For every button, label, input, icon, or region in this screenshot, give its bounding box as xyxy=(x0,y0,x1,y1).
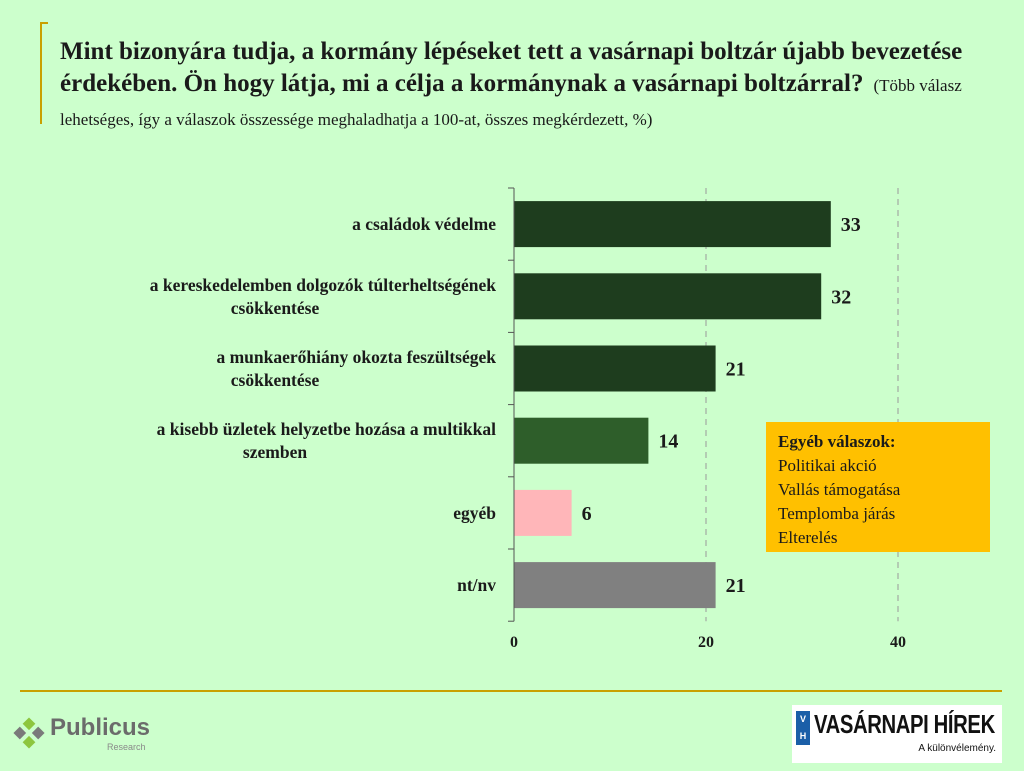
category-label: csökkentése xyxy=(231,298,320,318)
vh-badge: V H xyxy=(796,711,810,745)
vasarnapi-hirek-logo: V H VASÁRNAPI HÍREK A különvélemény. xyxy=(792,705,1002,763)
bar xyxy=(514,417,649,464)
data-label: 21 xyxy=(726,359,746,381)
chart-subtitle: (Több válasz lehetséges, így a válaszok … xyxy=(60,76,962,129)
other-answer-item: Politikai akció xyxy=(778,456,877,475)
category-label: szemben xyxy=(243,442,307,462)
category-label: egyéb xyxy=(453,503,496,523)
category-label: a kisebb üzletek helyzetbe hozása a mult… xyxy=(157,419,496,439)
category-label: a kereskedelemben dolgozók túlterheltség… xyxy=(150,275,497,295)
bar xyxy=(514,273,822,320)
other-answer-item: Templomba járás xyxy=(778,504,896,523)
other-answer-item: Elterelés xyxy=(778,528,838,547)
title-main: Mint bizonyára tudja, a kormány lépéseke… xyxy=(60,38,963,97)
x-tick-label: 0 xyxy=(510,634,518,651)
x-tick-label: 20 xyxy=(698,634,714,651)
title-bracket xyxy=(40,22,48,124)
bottom-rule xyxy=(20,690,1002,692)
publicus-name: Publicus xyxy=(50,714,151,741)
data-label: 21 xyxy=(726,575,746,597)
category-label: a munkaerőhiány okozta feszültségek xyxy=(216,347,496,367)
data-label: 33 xyxy=(841,214,861,236)
data-label: 14 xyxy=(658,431,678,453)
x-tick-label: 40 xyxy=(890,634,906,651)
publicus-logo: Publicus Research xyxy=(12,712,152,756)
vh-tagline: A különvélemény. xyxy=(918,743,996,754)
data-label: 6 xyxy=(582,503,592,525)
chart-title: Mint bizonyára tudja, a kormány lépéseke… xyxy=(60,36,1000,136)
category-label: a családok védelme xyxy=(352,214,496,234)
other-answers-box: Egyéb válaszok: Politikai akció Vallás t… xyxy=(766,422,990,552)
data-label: 32 xyxy=(831,286,851,308)
bar xyxy=(514,201,831,248)
bar xyxy=(514,562,716,609)
bar xyxy=(514,345,716,392)
vh-name: VASÁRNAPI HÍREK xyxy=(814,709,995,739)
category-label: nt/nv xyxy=(457,575,496,595)
publicus-sub: Research xyxy=(107,742,146,752)
other-answers-title: Egyéb válaszok: xyxy=(778,432,896,451)
category-label: csökkentése xyxy=(231,370,320,390)
bar-chart: 33 a családok védelme 32 a kereskedelemben … xyxy=(150,187,906,651)
bar xyxy=(514,489,572,536)
other-answer-item: Vallás támogatása xyxy=(778,480,901,499)
publicus-diamond-icon xyxy=(13,717,45,749)
